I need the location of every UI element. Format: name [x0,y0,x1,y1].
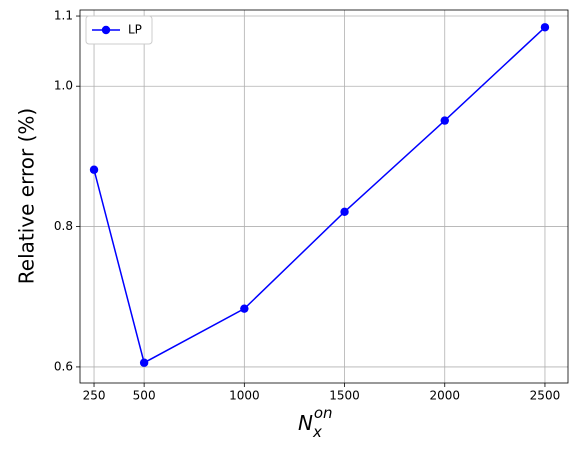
x-label-base: N [298,411,313,435]
x-axis-label: Nxon [298,404,333,441]
x-label-sup: on [314,404,333,422]
x-tick-label: 2000 [429,389,460,403]
y-tick-label: 1.0 [54,79,73,93]
x-tick-label: 250 [83,389,106,403]
x-label-sub: x [312,423,322,441]
y-tick-label: 0.6 [54,359,73,373]
data-point [540,23,550,32]
y-tick-label: 0.8 [54,219,73,233]
plot-frame [79,9,569,384]
data-point [89,165,99,174]
data-point [139,358,149,367]
y-axis-label: Relative error (%) [15,108,39,284]
x-tick-label: 1500 [329,389,360,403]
x-tick-label: 500 [133,389,156,403]
data-point [240,304,249,313]
legend-label: LP [128,23,142,37]
legend-marker [101,25,111,35]
series-line [93,26,546,364]
data-point [340,207,349,217]
y-tick-label: 1.1 [54,9,73,23]
x-tick-label: 1000 [229,389,260,403]
x-tick-label: 2500 [530,389,561,403]
data-point [440,116,449,125]
